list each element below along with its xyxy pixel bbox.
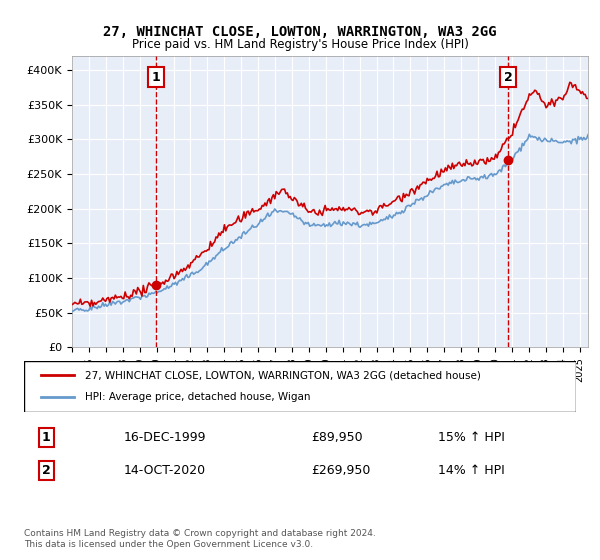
Text: 2: 2: [504, 71, 512, 83]
Text: 15% ↑ HPI: 15% ↑ HPI: [438, 431, 505, 444]
Text: 14-OCT-2020: 14-OCT-2020: [124, 464, 205, 477]
Text: Price paid vs. HM Land Registry's House Price Index (HPI): Price paid vs. HM Land Registry's House …: [131, 38, 469, 51]
Text: 27, WHINCHAT CLOSE, LOWTON, WARRINGTON, WA3 2GG (detached house): 27, WHINCHAT CLOSE, LOWTON, WARRINGTON, …: [85, 370, 481, 380]
FancyBboxPatch shape: [24, 361, 576, 412]
Text: 27, WHINCHAT CLOSE, LOWTON, WARRINGTON, WA3 2GG: 27, WHINCHAT CLOSE, LOWTON, WARRINGTON, …: [103, 25, 497, 39]
Text: 16-DEC-1999: 16-DEC-1999: [124, 431, 206, 444]
Text: Contains HM Land Registry data © Crown copyright and database right 2024.
This d: Contains HM Land Registry data © Crown c…: [24, 529, 376, 549]
Text: 1: 1: [42, 431, 50, 444]
Text: HPI: Average price, detached house, Wigan: HPI: Average price, detached house, Wiga…: [85, 393, 310, 403]
Text: £89,950: £89,950: [311, 431, 362, 444]
Text: 14% ↑ HPI: 14% ↑ HPI: [438, 464, 505, 477]
Text: 2: 2: [42, 464, 50, 477]
Text: 1: 1: [152, 71, 160, 83]
Text: £269,950: £269,950: [311, 464, 370, 477]
